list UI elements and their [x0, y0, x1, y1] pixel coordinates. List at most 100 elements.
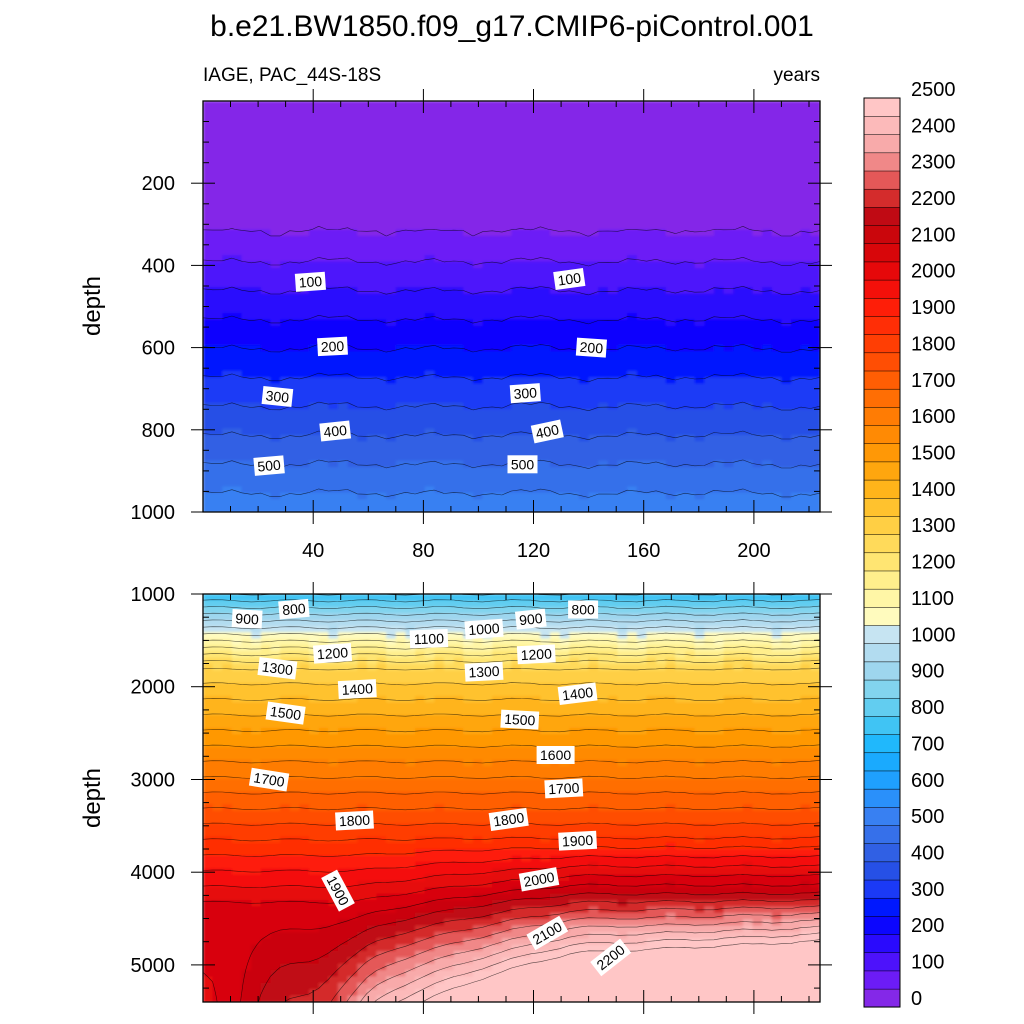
field-cell [675, 447, 686, 455]
field-cell [646, 120, 657, 128]
field-cell [742, 351, 754, 359]
field-cell [434, 409, 445, 417]
field-cell [386, 165, 397, 173]
field-cell [501, 280, 513, 289]
field-cell [627, 332, 638, 340]
field-cell [675, 441, 686, 449]
field-cell [357, 389, 368, 398]
field-cell [588, 101, 600, 109]
field-cell [260, 216, 272, 224]
field-cell [723, 377, 735, 385]
field-cell [501, 479, 513, 488]
field-cell [607, 312, 619, 321]
field-cell [800, 396, 812, 404]
field-cell [453, 274, 465, 282]
field-cell [472, 223, 484, 231]
field-cell [337, 139, 349, 147]
field-cell [685, 101, 696, 109]
field-cell [203, 651, 214, 659]
field-cell [540, 415, 551, 423]
field-cell [386, 492, 397, 500]
field-cell [463, 158, 474, 167]
field-cell [713, 364, 725, 372]
field-cell [675, 377, 686, 385]
field-cell [299, 210, 310, 218]
field-cell [463, 434, 474, 443]
field-cell [280, 428, 291, 436]
field-cell [366, 126, 378, 134]
field-cell [598, 657, 609, 665]
field-cell [241, 152, 252, 160]
field-cell [559, 133, 571, 141]
field-cell [810, 101, 820, 109]
field-cell [598, 133, 609, 141]
field-cell [434, 107, 445, 115]
field-cell [347, 505, 359, 512]
field-cell [578, 625, 590, 634]
field-cell [588, 216, 600, 224]
field-cell [656, 107, 667, 115]
field-cell [752, 190, 763, 199]
field-cell [270, 101, 281, 109]
field-cell [376, 171, 387, 179]
upper-subtitle-left: IAGE, PAC_44S-18S [203, 65, 381, 86]
field-cell [569, 171, 580, 179]
field-cell [733, 422, 744, 430]
field-cell [733, 287, 744, 295]
field-cell [444, 306, 455, 314]
field-cell [617, 409, 628, 417]
field-cell [270, 332, 281, 340]
field-cell [627, 657, 638, 665]
field-cell [559, 364, 571, 372]
field-cell [366, 619, 378, 627]
field-cell [280, 274, 291, 282]
field-cell [559, 345, 571, 353]
field-cell [337, 171, 349, 179]
field-cell [280, 619, 291, 627]
field-cell [366, 255, 378, 263]
field-cell [704, 267, 715, 276]
field-cell [704, 505, 715, 512]
field-cell [521, 248, 532, 256]
field-cell [665, 145, 677, 154]
field-cell [501, 184, 513, 192]
field-cell [395, 312, 407, 321]
field-cell [318, 409, 330, 417]
field-cell [482, 197, 494, 205]
field-cell [752, 357, 763, 366]
field-cell [203, 235, 214, 244]
field-cell [656, 203, 667, 211]
field-cell [607, 479, 619, 488]
field-cell [636, 473, 648, 481]
field-cell [231, 486, 243, 494]
field-cell [251, 133, 262, 141]
field-cell [617, 107, 628, 115]
field-cell [366, 651, 378, 659]
field-cell [800, 235, 812, 244]
field-cell [607, 377, 619, 385]
field-cell [762, 101, 773, 109]
field-cell [569, 625, 580, 634]
field-cell [540, 505, 551, 512]
field-cell [627, 113, 638, 122]
field-cell [800, 113, 812, 122]
field-cell [251, 184, 262, 192]
field-cell [434, 223, 445, 231]
field-cell [781, 210, 792, 218]
field-cell [251, 120, 262, 128]
field-cell [405, 235, 416, 244]
field-cell [395, 600, 407, 608]
field-cell [521, 274, 532, 282]
field-cell [492, 441, 503, 449]
field-cell [685, 319, 696, 327]
field-cell [212, 229, 224, 237]
field-cell [386, 120, 397, 128]
field-cell [376, 255, 387, 263]
field-cell [762, 242, 773, 250]
field-cell [280, 645, 291, 653]
field-cell [357, 619, 368, 627]
field-cell [752, 396, 763, 404]
field-cell [762, 133, 773, 141]
field-cell [231, 235, 243, 244]
field-cell [771, 101, 783, 109]
